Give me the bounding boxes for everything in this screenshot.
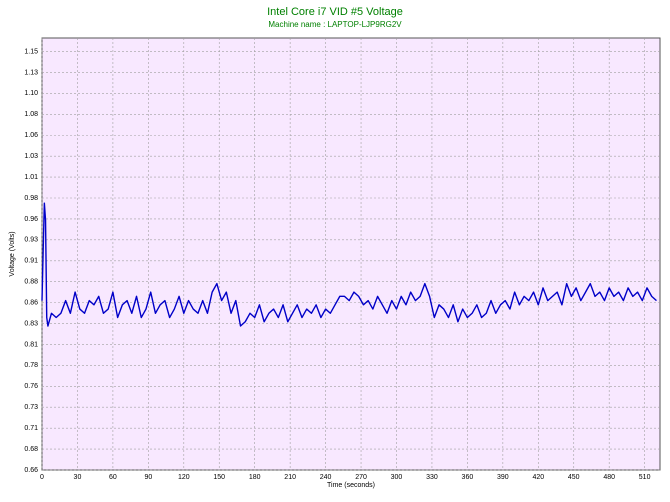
x-tick-label: 30 [74,474,82,481]
x-tick-label: 90 [144,474,152,481]
x-tick-label: 360 [462,474,474,481]
x-tick-label: 120 [178,474,190,481]
y-tick-label: 1.15 [24,48,38,55]
x-tick-label: 510 [639,474,651,481]
x-tick-label: 210 [284,474,296,481]
x-axis-label: Time (seconds) [327,482,375,489]
x-tick-label: 390 [497,474,509,481]
y-tick-label: 0.68 [24,446,38,453]
y-tick-label: 0.66 [24,467,38,474]
y-tick-label: 0.96 [24,216,38,223]
y-tick-label: 0.98 [24,195,38,202]
y-tick-label: 1.10 [24,90,38,97]
plot-area [41,37,661,471]
x-tick-label: 480 [603,474,615,481]
y-tick-label: 0.93 [24,237,38,244]
x-tick-label: 60 [109,474,117,481]
y-tick-label: 0.88 [24,279,38,286]
y-tick-label: 1.06 [24,132,38,139]
chart-title: Intel Core i7 VID #5 Voltage [267,6,403,18]
y-tick-label: 0.76 [24,383,38,390]
y-tick-label: 0.81 [24,341,38,348]
y-tick-label: 0.73 [24,404,38,411]
x-tick-label: 180 [249,474,261,481]
y-tick-label: 0.78 [24,362,38,369]
y-tick-label: 0.71 [24,425,38,432]
x-tick-label: 0 [40,474,44,481]
x-tick-label: 420 [532,474,544,481]
data-line [41,202,657,327]
x-tick-label: 150 [213,474,225,481]
y-tick-label: 0.86 [24,299,38,306]
y-tick-label: 1.13 [24,69,38,76]
y-tick-label: 0.91 [24,258,38,265]
chart-subtitle: Machine name : LAPTOP-LJP9RG2V [268,20,402,29]
x-tick-label: 330 [426,474,438,481]
x-tick-label: 450 [568,474,580,481]
y-tick-label: 1.01 [24,174,38,181]
y-tick-label: 1.03 [24,153,38,160]
y-tick-label: 0.83 [24,320,38,327]
y-axis-label: Voltage (Volts) [9,231,16,276]
x-tick-label: 300 [391,474,403,481]
x-tick-label: 270 [355,474,367,481]
y-tick-label: 1.08 [24,111,38,118]
x-tick-label: 240 [320,474,332,481]
